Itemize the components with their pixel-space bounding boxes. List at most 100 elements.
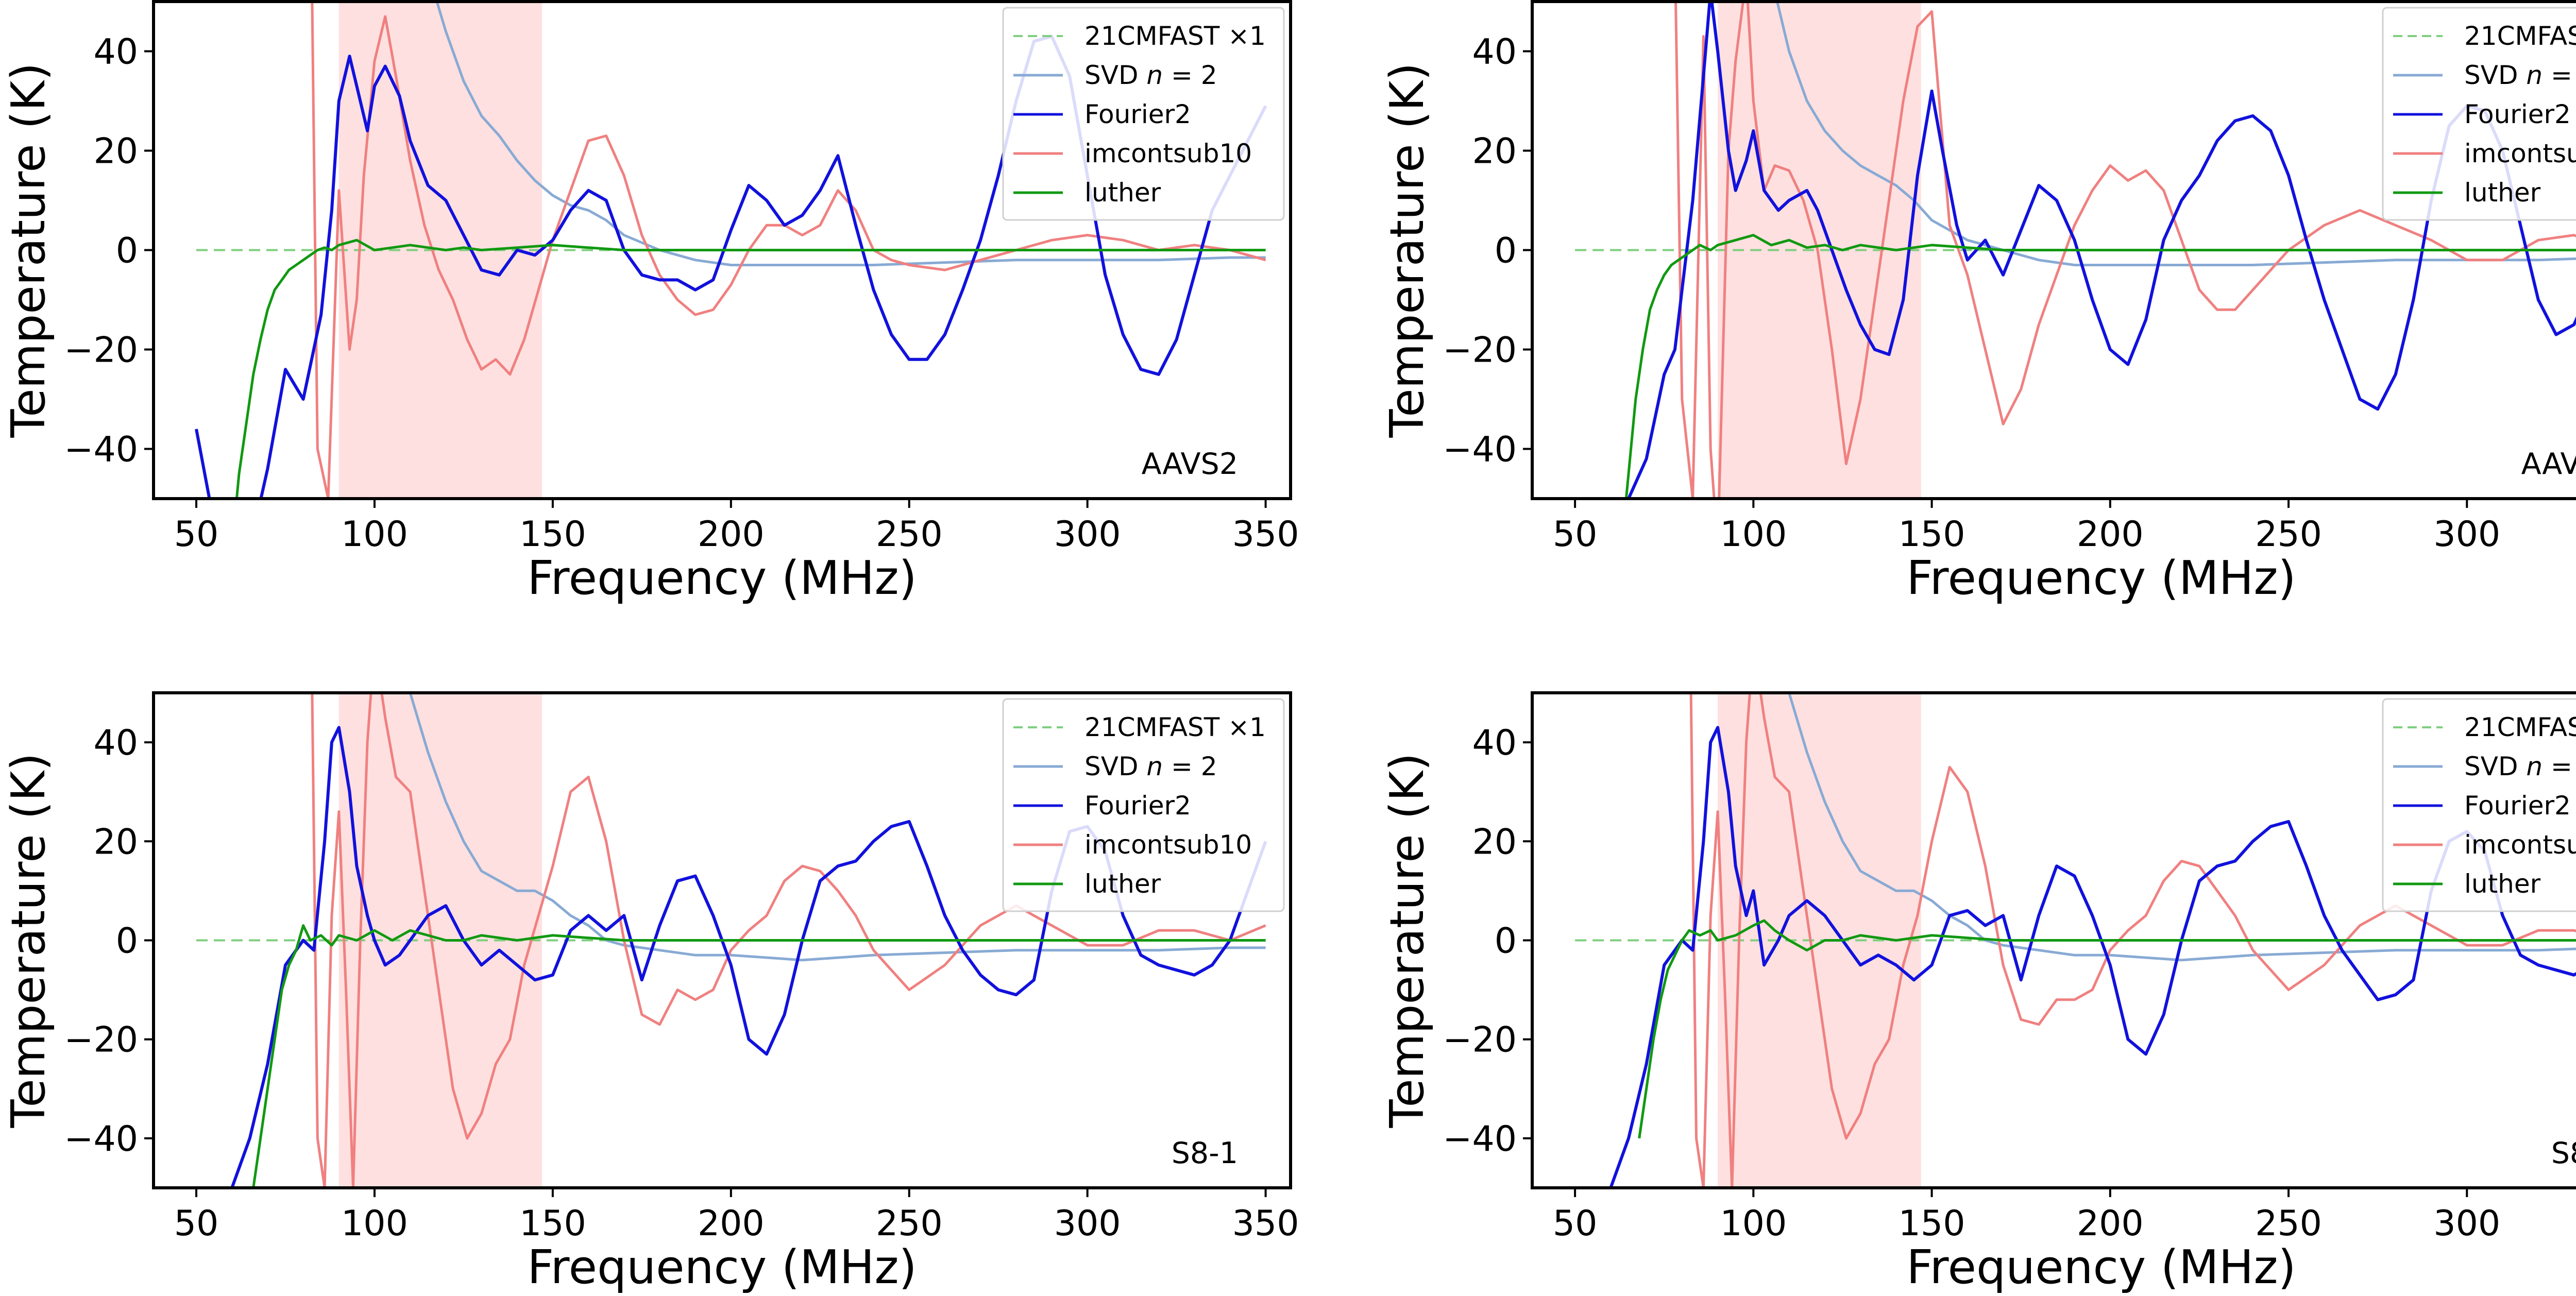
legend-label: SVD n = 2 (2464, 752, 2576, 781)
series-line-luther (1638, 919, 2576, 1139)
series-line-svd-n-2- (1775, 2, 2576, 266)
legend-label: luther (2464, 869, 2541, 899)
x-tick-label: 200 (698, 514, 765, 555)
chart-panel-2: 50100150200250300350−40−2002040Frequency… (1380, 0, 2576, 605)
x-tick-label: 150 (519, 1203, 586, 1244)
series-line-svd-n-2- (409, 693, 1266, 962)
x-tick-label: 250 (2255, 1203, 2322, 1244)
y-axis-label: Temperature (K) (1380, 753, 1434, 1129)
legend-label: Fourier2 (2464, 791, 2571, 821)
legend-box (1002, 7, 1285, 221)
y-tick-label: −20 (64, 330, 138, 371)
y-tick-label: −40 (1443, 430, 1517, 470)
x-tick-label: 200 (2077, 514, 2144, 555)
legend-box (2382, 698, 2576, 912)
x-tick-label: 150 (1899, 514, 1965, 555)
x-tick-label: 50 (174, 1203, 219, 1244)
x-tick-label: 300 (2433, 1203, 2500, 1244)
y-tick-label: 40 (93, 32, 138, 73)
x-tick-label: 100 (341, 1203, 408, 1244)
legend-label: Fourier2 (1084, 99, 1191, 129)
legend-label: luther (2464, 178, 2541, 208)
y-tick-label: 0 (1495, 921, 1517, 962)
legend-label: Fourier2 (2464, 99, 2571, 129)
legend: 21CMFAST ×1 SVD n = 2 Fourier2 imcontsub10 l… (2382, 698, 2576, 912)
x-tick-label: 50 (1553, 1203, 1598, 1244)
panel-label: S8-6 (2551, 1136, 2576, 1170)
x-tick-label: 350 (1232, 1203, 1299, 1244)
series-line-svd-n-2- (1788, 693, 2576, 962)
series-line-luther (235, 238, 1266, 499)
x-tick-label: 200 (698, 1203, 765, 1244)
legend-label: imcontsub10 (2464, 830, 2576, 860)
x-axis-label: Frequency (MHz) (527, 1240, 917, 1294)
x-tick-label: 150 (1899, 1203, 1965, 1244)
series-line-luther (252, 924, 1266, 1188)
y-tick-label: 40 (93, 723, 138, 763)
panel-label: S8-1 (1172, 1136, 1238, 1170)
x-tick-label: 100 (1720, 1203, 1787, 1244)
x-tick-label: 100 (341, 514, 408, 555)
series-line-imcontsub10 (1689, 693, 2576, 1188)
y-tick-label: −20 (1443, 1020, 1517, 1061)
y-tick-label: 20 (93, 131, 138, 172)
x-tick-label: 250 (876, 514, 943, 555)
x-tick-label: 200 (2077, 1203, 2144, 1244)
y-axis-label: Temperature (K) (1380, 63, 1434, 438)
legend-label: imcontsub10 (1084, 830, 1252, 860)
x-tick-label: 300 (1054, 514, 1121, 555)
y-tick-label: 20 (93, 822, 138, 862)
panel-label: AAVS3 (2521, 447, 2576, 481)
x-tick-label: 250 (876, 1203, 943, 1244)
y-axis-label: Temperature (K) (2, 63, 56, 438)
legend-label: SVD n = 2 (1084, 60, 1217, 90)
series-line-imcontsub10 (311, 2, 1266, 499)
y-tick-label: 0 (116, 921, 138, 962)
y-tick-label: −20 (64, 1020, 138, 1061)
chart-panel-4: 50100150200250300350−40−2002040Frequency… (1380, 691, 2576, 1294)
legend: 21CMFAST ×1 SVD n = 2 Fourier2 imcontsub10 l… (2382, 7, 2576, 221)
y-tick-label: 20 (1472, 822, 1517, 862)
legend-label: SVD n = 2 (1084, 752, 1217, 781)
chart-panel-1: 50 100 150 200 250 300 350 −40 −20 0 20 40 Frequency… (2, 0, 1299, 605)
series-line-imcontsub10 (311, 693, 1266, 1188)
y-tick-label: −40 (64, 1119, 138, 1159)
y-tick-label: −40 (1443, 1119, 1517, 1159)
legend-label: SVD n = 2 (2464, 60, 2576, 90)
legend: 21CMFAST ×1 SVD n = 2 Fourier2 imcontsub10 l… (1002, 7, 1285, 221)
x-tick-label: 350 (1232, 514, 1299, 555)
panel-label: AAVS2 (1142, 447, 1238, 481)
x-tick-label: 50 (174, 514, 219, 555)
legend-label: 21CMFAST ×1 (2464, 712, 2576, 742)
series-line-svd-n-2- (435, 2, 1266, 266)
x-tick-label: 50 (1553, 514, 1598, 555)
y-tick-label: 0 (116, 231, 138, 271)
x-tick-label: 150 (519, 514, 586, 555)
chart-panel-3: 50 100 150 200 250 300 350 −40 −20 0 20 40 Frequency… (2, 691, 1299, 1294)
legend-label: 21CMFAST ×1 (1084, 712, 1266, 742)
legend-box (1002, 698, 1285, 912)
x-tick-label: 100 (1720, 514, 1787, 555)
y-tick-label: 20 (1472, 131, 1517, 172)
x-tick-label: 250 (2255, 514, 2322, 555)
y-tick-label: 40 (1472, 723, 1517, 763)
legend-label: imcontsub10 (1084, 139, 1252, 168)
series-line-luther (1624, 234, 2576, 499)
x-axis-label: Frequency (MHz) (1906, 1240, 2296, 1294)
legend-label: 21CMFAST ×1 (1084, 21, 1266, 51)
y-axis-label: Temperature (K) (2, 753, 56, 1129)
legend-label: luther (1084, 869, 1161, 899)
legend-box (2382, 7, 2576, 221)
legend: 21CMFAST ×1 SVD n = 2 Fourier2 imcontsub10 l… (1002, 698, 1285, 912)
legend-label: 21CMFAST ×1 (2464, 21, 2576, 51)
x-axis-label: Frequency (MHz) (527, 551, 917, 605)
legend-label: imcontsub10 (2464, 139, 2576, 168)
x-tick-label: 300 (2433, 514, 2500, 555)
x-tick-label: 300 (1054, 1203, 1121, 1244)
y-tick-label: −20 (1443, 330, 1517, 371)
x-axis-label: Frequency (MHz) (1906, 551, 2296, 605)
legend-label: Fourier2 (1084, 791, 1191, 821)
legend-label: luther (1084, 178, 1161, 208)
y-tick-label: 40 (1472, 32, 1517, 73)
